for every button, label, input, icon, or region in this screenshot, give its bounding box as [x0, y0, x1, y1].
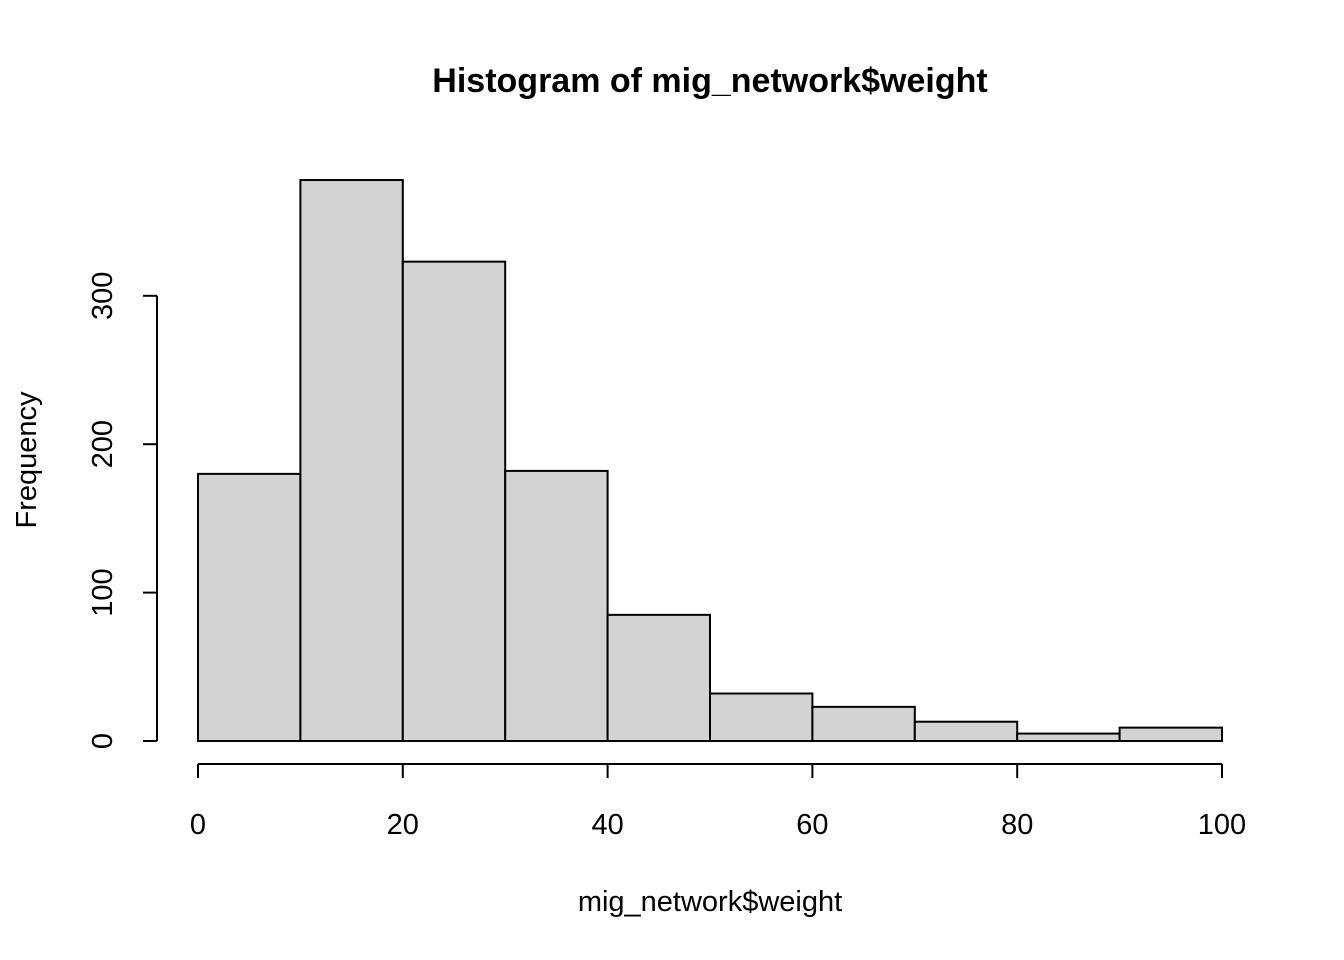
y-axis-label: Frequency	[11, 391, 43, 529]
y-tick-label-100: 100	[87, 568, 119, 616]
x-tick-label-20: 20	[387, 809, 419, 841]
histogram-bar-90-100	[1118, 726, 1223, 742]
x-axis-label: mig_network$weight	[578, 886, 842, 918]
histogram-bar-20-30	[401, 260, 507, 742]
y-tick-label-0: 0	[87, 733, 119, 749]
histogram-bar-0-10	[197, 472, 302, 742]
x-axis: 0 20 40 60 80 100	[190, 763, 1246, 841]
y-axis: 0 100 200 300	[87, 272, 158, 749]
y-tick-label-300: 300	[87, 272, 119, 320]
y-tick-label-200: 200	[87, 420, 119, 468]
x-tick-label-40: 40	[591, 809, 623, 841]
histogram-bar-40-50	[606, 613, 711, 742]
histogram-bar-50-60	[709, 692, 814, 743]
x-tick-label-60: 60	[796, 809, 828, 841]
x-tick-label-80: 80	[1001, 809, 1033, 841]
histogram-bar-70-80	[913, 720, 1019, 743]
x-tick-label-0: 0	[190, 809, 206, 841]
histogram-bar-60-70	[811, 705, 916, 742]
histogram-bar-10-20	[299, 179, 404, 743]
histogram-bar-80-90	[1016, 732, 1121, 743]
chart-title: Histogram of mig_network$weight	[432, 62, 987, 100]
bars-group	[197, 179, 1223, 743]
x-tick-label-100: 100	[1198, 809, 1246, 841]
histogram-bar-30-40	[504, 469, 609, 742]
